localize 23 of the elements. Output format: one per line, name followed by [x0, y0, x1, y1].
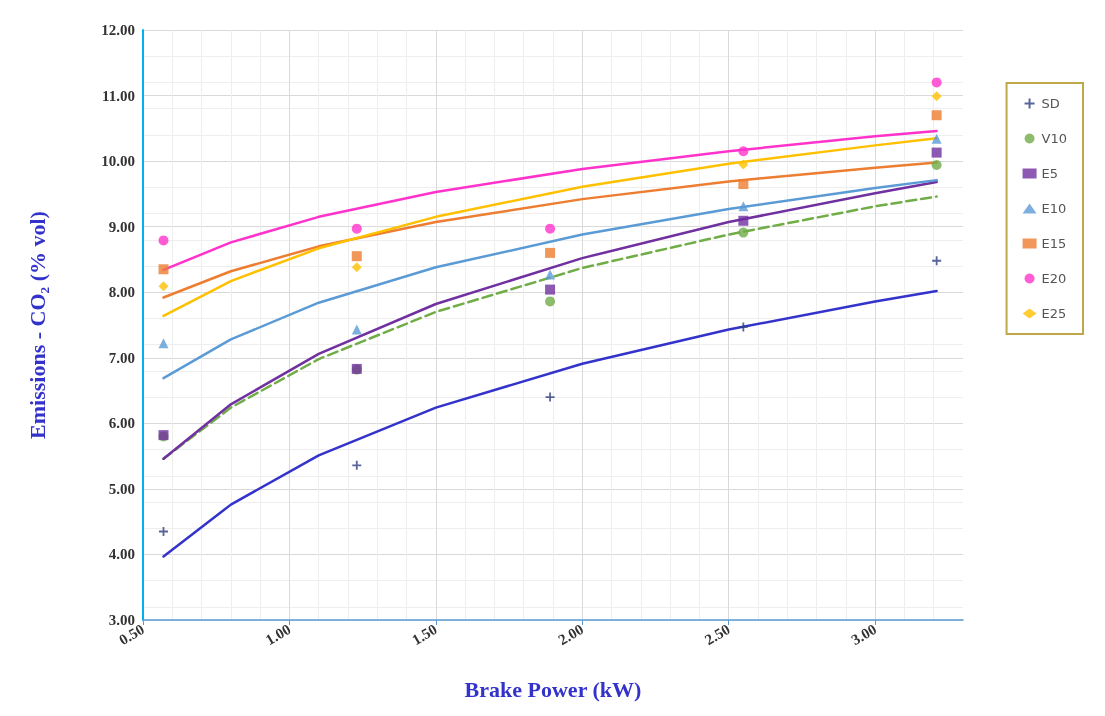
x-tick-label: 1.00 [262, 621, 294, 649]
y-tick-label: 11.00 [102, 87, 135, 104]
y-tick-label: 8.00 [108, 284, 135, 301]
y-tick-label: 7.00 [108, 349, 135, 366]
legend-label: SD [1041, 96, 1060, 111]
y-tick-label: 4.00 [108, 546, 135, 563]
legend-label: V10 [1041, 131, 1067, 146]
y-tick-label: 9.00 [108, 218, 135, 235]
y-tick-label: 12.00 [101, 22, 135, 38]
y-tick-label: 6.00 [108, 415, 135, 432]
legend-label: E20 [1041, 271, 1067, 286]
x-axis-title: Brake Power (kW) [464, 676, 642, 702]
x-tick-label: 1.50 [409, 621, 440, 649]
y-axis-title: Emissions - CO₂ (% vol) [24, 211, 50, 439]
legend-label: E25 [1041, 306, 1067, 321]
legend-label: E5 [1041, 166, 1059, 181]
legend-label: E10 [1041, 201, 1067, 216]
x-tick-label: 2.50 [701, 621, 733, 649]
x-tick-label: 2.00 [555, 621, 587, 649]
x-tick-label: 3.00 [848, 621, 880, 649]
legend-label: E15 [1041, 236, 1067, 251]
y-tick-label: 5.00 [108, 480, 135, 497]
y-tick-label: 10.00 [101, 153, 135, 170]
